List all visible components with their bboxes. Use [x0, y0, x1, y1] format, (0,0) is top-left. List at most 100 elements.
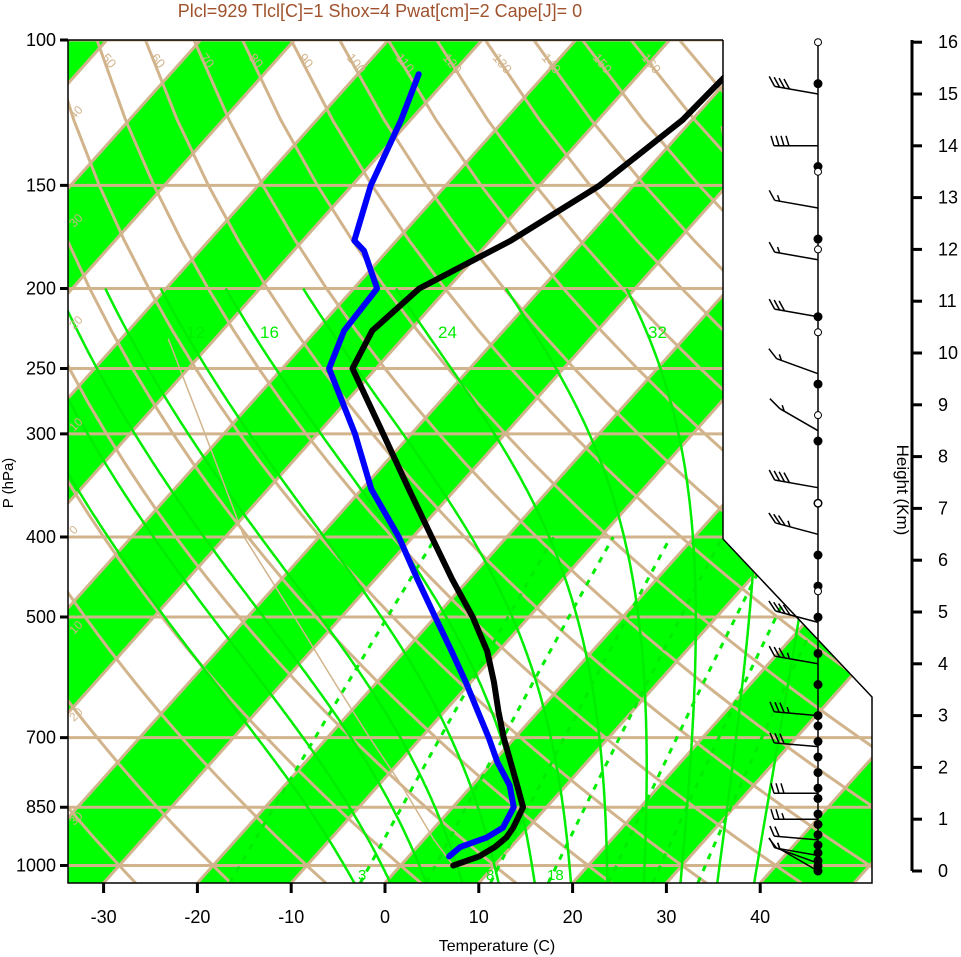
y-axis-label: P (hPa)	[0, 458, 17, 509]
p-tick-label: 500	[26, 607, 56, 627]
temperature-line	[349, 71, 731, 869]
isotherm-line	[68, 40, 296, 296]
moist-adiabat-label: 32	[648, 323, 667, 342]
height-dot	[813, 79, 823, 89]
wind-barb	[768, 298, 819, 318]
barb-half-feather	[787, 520, 791, 528]
p-tick-label: 300	[26, 424, 56, 444]
dry-adiabat	[68, 362, 518, 883]
height-dot	[813, 234, 823, 244]
isotherm-line	[665, 650, 872, 883]
barb-feather	[768, 645, 776, 657]
barb-feather	[773, 646, 781, 658]
p-tick-label: 150	[26, 175, 56, 195]
moist-adiabat-label: 24	[438, 323, 457, 342]
barb-feather	[768, 469, 776, 481]
chart-title: Plcl=929 Tlcl[C]=1 Shox=4 Pwat[cm]=2 Cap…	[178, 1, 582, 21]
moist-adiabat-label: 16	[260, 323, 279, 342]
barb-feather	[774, 732, 780, 744]
height-tick-label: 0	[938, 861, 948, 881]
x-tick-label: 40	[750, 907, 770, 927]
dry-adiabat	[68, 237, 613, 883]
p-tick-label: 700	[26, 728, 56, 748]
barb-shaft	[775, 610, 819, 624]
height-dot	[813, 680, 823, 690]
dewpoint-line	[326, 71, 517, 860]
dry-adiabat	[68, 698, 232, 883]
p-tick-label: 850	[26, 797, 56, 817]
moist-adiabat	[625, 287, 698, 883]
height-tick-label: 9	[938, 395, 948, 415]
barb-feather	[774, 826, 780, 837]
barb-feather	[778, 77, 786, 89]
barb-feather	[768, 837, 776, 849]
barb-feather	[779, 733, 785, 745]
barb-shaft	[774, 199, 819, 209]
height-dot	[813, 809, 823, 819]
mixing-ratio-label: 3	[358, 867, 366, 884]
x-tick-label: -20	[184, 907, 210, 927]
wind-profile	[768, 38, 823, 876]
wind-barb	[770, 135, 818, 147]
barb-feather	[769, 732, 775, 744]
wind-barb	[770, 808, 818, 820]
wind-barb	[768, 469, 819, 489]
x-tick-label: -30	[91, 907, 117, 927]
mixing-ratio-label: 18	[547, 867, 564, 884]
barb-feather	[773, 76, 781, 88]
height-dot	[813, 648, 823, 658]
barb-half-feather	[776, 842, 781, 849]
height-dot	[813, 768, 823, 778]
height-tick-label: 5	[938, 602, 948, 622]
barb-half-feather	[781, 404, 785, 412]
p-tick-label: 200	[26, 279, 56, 299]
barb-shaft	[774, 479, 819, 489]
x-axis-label: Temperature (C)	[439, 938, 555, 955]
dry-adiabat	[435, 40, 872, 520]
barb-feather	[768, 241, 776, 253]
isotherm-line	[948, 40, 961, 883]
barb-shaft	[774, 655, 819, 665]
barb-feather	[780, 783, 785, 794]
dry-adiabat	[68, 96, 708, 883]
barb-feather	[782, 604, 791, 616]
barb-half-feather	[776, 194, 781, 202]
p-tick-label: 400	[26, 527, 56, 547]
barb-half-feather	[781, 812, 785, 820]
height-dot	[813, 550, 823, 560]
barb-feather	[768, 189, 776, 201]
height-tick-label: 3	[938, 706, 948, 726]
mixing-ratio-line	[651, 536, 817, 883]
height-dot	[813, 783, 823, 793]
barb-feather	[773, 299, 781, 311]
barb-feather	[777, 603, 786, 614]
dry-adiabat	[338, 40, 872, 632]
height-dot	[813, 793, 823, 803]
barb-shaft	[775, 522, 819, 536]
x-tick-label: -10	[278, 907, 304, 927]
barb-feather	[778, 300, 786, 312]
barb-half-feather	[776, 246, 781, 254]
mixing-ratio-line	[607, 536, 778, 883]
height-dot	[813, 819, 823, 829]
barb-feather	[773, 601, 781, 613]
barb-feather	[777, 515, 786, 526]
dry-adiabat	[95, 40, 803, 883]
height-dot	[813, 436, 823, 446]
barb-shaft	[779, 408, 819, 432]
frame-mask	[723, 40, 872, 697]
barb-feather	[769, 398, 781, 410]
barb-feather	[778, 647, 786, 659]
barb-feather	[775, 783, 780, 794]
mixing-ratio-line	[425, 536, 615, 883]
p-tick-label: 1000	[16, 856, 56, 876]
moist-adiabat	[224, 287, 536, 883]
height-tick-label: 4	[938, 654, 948, 674]
height-dot	[813, 848, 823, 858]
wind-barb	[768, 512, 819, 536]
wind-barb	[769, 732, 819, 748]
barb-feather	[783, 472, 791, 484]
height-dot	[813, 737, 823, 746]
barb-feather	[769, 701, 775, 713]
